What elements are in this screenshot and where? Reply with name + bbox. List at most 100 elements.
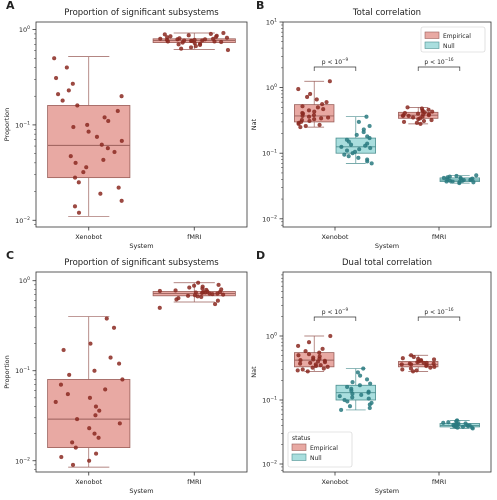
data-point (180, 40, 185, 45)
data-point (411, 354, 416, 360)
data-point (306, 352, 312, 357)
significance-bracket: p < 10−16 (417, 57, 461, 71)
significance-bracket: p < 10−9 (313, 57, 357, 71)
axes-frame (35, 21, 248, 228)
data-point (196, 280, 201, 285)
p-value-text: p < 10 (424, 309, 444, 316)
data-point (368, 381, 373, 386)
data-point (70, 81, 75, 86)
data-point (87, 458, 92, 463)
legend-swatch (424, 31, 440, 39)
y-tick-label: 100 (266, 83, 277, 92)
bracket-line (313, 316, 357, 321)
data-point (339, 407, 344, 412)
data-point (315, 359, 321, 364)
y-tick-label: 100 (19, 276, 30, 285)
bracket-line (313, 66, 357, 71)
panel-letter: B (256, 0, 264, 12)
data-point (366, 396, 371, 401)
data-point (312, 117, 317, 122)
data-point (306, 340, 312, 345)
data-point (308, 360, 313, 365)
data-point (215, 298, 220, 303)
data-point (400, 113, 405, 118)
y-tick-label: 10−2 (15, 456, 30, 465)
data-point (310, 365, 315, 370)
data-point (296, 87, 301, 92)
data-point (322, 360, 328, 365)
data-point (300, 113, 305, 118)
tick-exponent: −1 (23, 120, 30, 126)
data-point (409, 362, 414, 367)
y-tick-label: 10−2 (262, 214, 277, 223)
data-point (173, 288, 178, 293)
y-tick-label: 100 (19, 25, 30, 34)
tick-exponent: −2 (270, 460, 277, 466)
data-point (426, 113, 431, 118)
y-tick-label: 10−1 (262, 149, 277, 158)
data-point (94, 451, 99, 456)
data-point (367, 405, 372, 411)
data-point (75, 103, 80, 108)
data-point (400, 367, 405, 372)
legend-label: Null (310, 455, 322, 462)
tick-exponent: −2 (23, 216, 30, 222)
data-point (162, 32, 167, 37)
data-point (101, 157, 106, 162)
data-point (93, 413, 98, 418)
data-point (112, 149, 117, 155)
p-value-text: p < 10 (424, 59, 444, 66)
data-point (85, 122, 90, 127)
data-point (350, 391, 355, 396)
data-point (116, 185, 121, 190)
data-point (406, 113, 411, 118)
data-point (318, 363, 323, 368)
tick-base: 10 (19, 26, 27, 34)
data-point (357, 383, 362, 388)
data-point (455, 425, 460, 430)
data-point (327, 79, 332, 84)
box-fmri-null (439, 418, 480, 431)
data-point (446, 420, 451, 425)
legend-swatch (424, 41, 440, 49)
data-point (317, 122, 322, 127)
p-value-exponent: −16 (445, 307, 454, 312)
tick-base: 10 (15, 457, 23, 465)
box-fmri-empirical (152, 30, 236, 53)
tick-exponent: −2 (23, 456, 30, 462)
data-point (94, 134, 100, 139)
data-point (300, 367, 305, 372)
data-point (312, 109, 317, 114)
data-point (200, 286, 205, 291)
p-value-text: p < 10 (322, 309, 342, 316)
data-point (197, 42, 203, 47)
legend-label: Empirical (310, 445, 338, 452)
data-point (326, 115, 331, 120)
data-point (356, 119, 361, 124)
data-point (315, 105, 320, 110)
tick-exponent: −1 (270, 149, 277, 155)
data-point (219, 39, 224, 45)
data-point (203, 290, 208, 295)
data-point (210, 292, 215, 297)
data-point (70, 440, 75, 445)
data-point (367, 123, 372, 129)
x-tick-label: Xenobot (75, 233, 102, 241)
p-value-label: p < 10−16 (424, 307, 453, 316)
data-point (311, 357, 316, 362)
tick-base: 10 (262, 215, 270, 223)
data-point (350, 395, 355, 400)
y-tick-label: 101 (266, 18, 277, 27)
data-point (295, 368, 300, 373)
data-point (364, 114, 369, 119)
axes-frame (35, 271, 248, 473)
data-point (345, 384, 350, 389)
data-point (317, 350, 322, 355)
tick-exponent: −1 (23, 366, 30, 372)
y-axis-label: Proportion (3, 108, 11, 142)
data-point (52, 56, 57, 61)
data-point (356, 155, 361, 160)
legend-label: Empirical (443, 33, 471, 40)
axes-frame (282, 21, 492, 228)
